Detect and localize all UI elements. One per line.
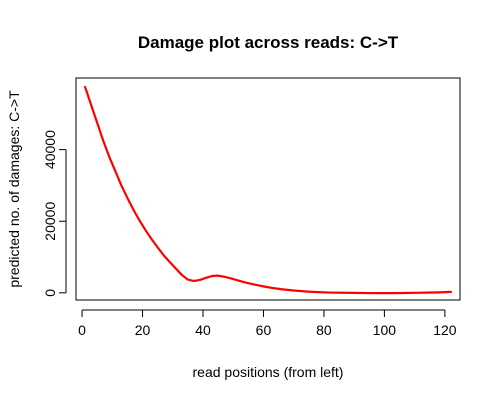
x-tick-label: 60 xyxy=(256,322,272,338)
series-line xyxy=(83,85,453,295)
x-tick-label: 120 xyxy=(433,322,457,338)
y-tick-label: 40000 xyxy=(42,130,58,169)
y-axis-label: predicted no. of damages: C->T xyxy=(6,90,22,288)
x-tick-label: 40 xyxy=(195,322,211,338)
x-tick-label: 20 xyxy=(135,322,151,338)
x-axis: 0 20 40 60 80 100 120 xyxy=(78,309,457,338)
x-axis-label: read positions (from left) xyxy=(193,364,344,380)
y-axis: 0 20000 40000 xyxy=(42,130,67,297)
x-tick-label: 100 xyxy=(373,322,397,338)
y-tick-label: 0 xyxy=(42,289,58,297)
plot-frame xyxy=(75,77,461,301)
series-layer xyxy=(83,85,453,295)
x-tick-label: 80 xyxy=(316,322,332,338)
chart-title: Damage plot across reads: C->T xyxy=(138,33,399,52)
y-tick-label: 20000 xyxy=(42,202,58,241)
x-tick-label: 0 xyxy=(78,322,86,338)
